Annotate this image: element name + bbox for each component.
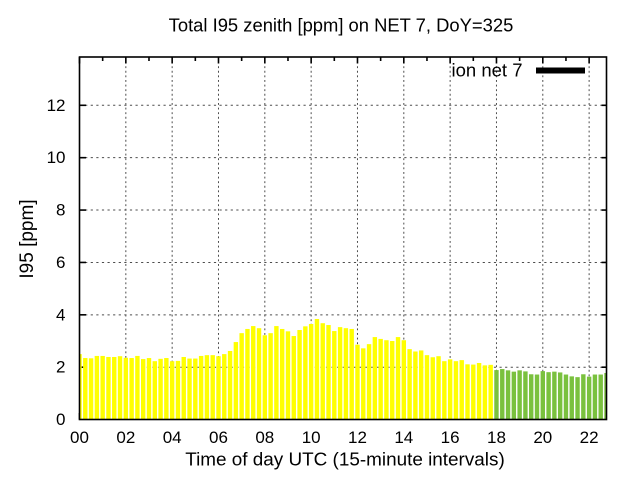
svg-text:Total I95 zenith [ppm] on NET: Total I95 zenith [ppm] on NET 7, DoY=325 [169, 15, 514, 36]
svg-text:18: 18 [487, 428, 506, 447]
svg-text:8: 8 [56, 201, 65, 220]
svg-text:2: 2 [56, 358, 65, 377]
svg-text:22: 22 [580, 428, 599, 447]
svg-text:12: 12 [47, 96, 66, 115]
svg-text:00: 00 [70, 428, 89, 447]
svg-text:6: 6 [56, 253, 65, 272]
svg-text:20: 20 [533, 428, 552, 447]
svg-text:14: 14 [394, 428, 413, 447]
svg-text:Time of day UTC (15-minute int: Time of day UTC (15-minute intervals) [185, 450, 504, 471]
svg-text:0: 0 [56, 410, 65, 429]
svg-text:I95 [ppm]: I95 [ppm] [17, 199, 38, 278]
svg-text:ion net 7: ion net 7 [452, 60, 523, 81]
svg-text:16: 16 [441, 428, 460, 447]
svg-text:02: 02 [116, 428, 135, 447]
svg-text:10: 10 [47, 148, 66, 167]
svg-text:10: 10 [302, 428, 321, 447]
svg-text:04: 04 [163, 428, 182, 447]
svg-text:06: 06 [209, 428, 228, 447]
svg-text:4: 4 [56, 305, 65, 324]
svg-text:08: 08 [255, 428, 274, 447]
svg-text:12: 12 [348, 428, 367, 447]
